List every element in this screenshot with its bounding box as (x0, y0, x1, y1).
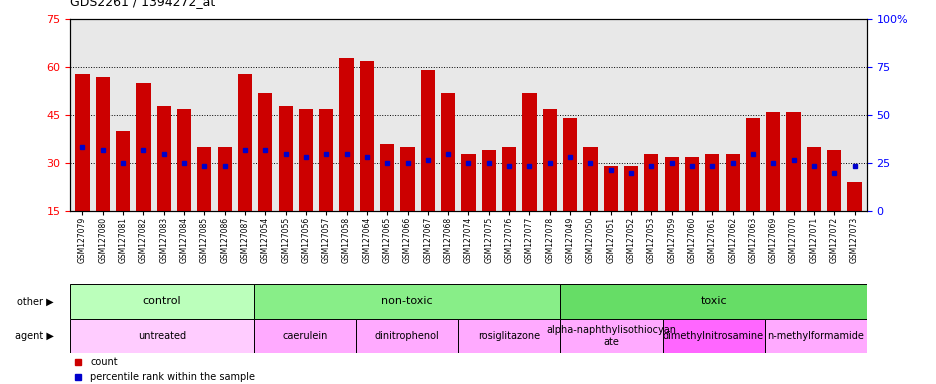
Text: caerulein: caerulein (282, 331, 328, 341)
Text: control: control (142, 296, 182, 306)
Bar (560, 284, 866, 319)
Bar (339, 58, 353, 211)
Bar (458, 319, 560, 353)
Bar (319, 109, 333, 211)
Bar (745, 118, 759, 211)
Text: rosiglitazone: rosiglitazone (477, 331, 540, 341)
Text: dinitrophenol: dinitrophenol (374, 331, 439, 341)
Bar (400, 147, 415, 211)
Bar (254, 284, 560, 319)
Text: agent ▶: agent ▶ (15, 331, 53, 341)
Bar (359, 61, 373, 211)
Bar (664, 157, 678, 211)
Bar (603, 166, 617, 211)
Bar (563, 118, 577, 211)
Bar (542, 109, 556, 211)
Bar (481, 151, 495, 211)
Bar (623, 166, 637, 211)
Bar (258, 93, 272, 211)
Text: percentile rank within the sample: percentile rank within the sample (90, 372, 255, 382)
Text: GDS2261 / 1394272_at: GDS2261 / 1394272_at (70, 0, 215, 8)
Bar (806, 147, 820, 211)
Text: untreated: untreated (138, 331, 186, 341)
Text: count: count (90, 357, 118, 367)
Text: other ▶: other ▶ (17, 296, 53, 306)
Bar (278, 106, 292, 211)
Bar (238, 74, 252, 211)
Bar (764, 319, 866, 353)
Bar (785, 112, 800, 211)
Bar (95, 77, 110, 211)
Bar (156, 106, 170, 211)
Bar (356, 319, 458, 353)
Bar (380, 144, 394, 211)
Bar (441, 93, 455, 211)
Bar (826, 151, 841, 211)
Bar (521, 93, 536, 211)
Bar (254, 319, 356, 353)
Bar (177, 109, 191, 211)
Bar (705, 154, 719, 211)
Bar (644, 154, 658, 211)
Bar (461, 154, 475, 211)
Bar (75, 74, 90, 211)
Bar (116, 131, 130, 211)
Bar (560, 319, 662, 353)
Bar (846, 182, 861, 211)
Bar (217, 147, 231, 211)
Bar (583, 147, 597, 211)
Bar (662, 319, 764, 353)
Text: n-methylformamide: n-methylformamide (767, 331, 863, 341)
Text: non-toxic: non-toxic (381, 296, 432, 306)
Text: alpha-naphthylisothiocyan
ate: alpha-naphthylisothiocyan ate (546, 325, 676, 347)
Bar (766, 112, 780, 211)
Bar (684, 157, 698, 211)
Bar (724, 154, 739, 211)
Bar (70, 319, 254, 353)
Bar (299, 109, 313, 211)
Bar (136, 83, 151, 211)
Bar (70, 284, 254, 319)
Text: dimethylnitrosamine: dimethylnitrosamine (663, 331, 764, 341)
Bar (420, 70, 434, 211)
Text: toxic: toxic (699, 296, 726, 306)
Bar (197, 147, 212, 211)
Bar (502, 147, 516, 211)
